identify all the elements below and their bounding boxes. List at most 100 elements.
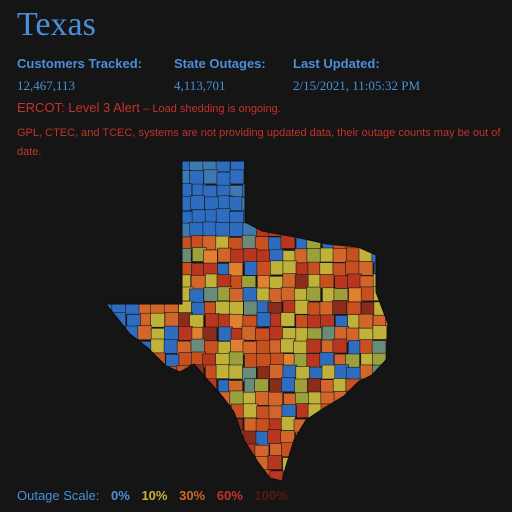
county-tile[interactable] (254, 171, 270, 186)
county-tile[interactable] (191, 403, 206, 418)
county-tile[interactable] (150, 170, 165, 185)
county-tile[interactable] (294, 482, 308, 496)
county-tile[interactable] (217, 418, 233, 434)
county-tile[interactable] (308, 171, 324, 187)
county-tile[interactable] (346, 327, 361, 343)
county-tile[interactable] (138, 418, 154, 434)
county-tile[interactable] (256, 312, 272, 327)
county-tile[interactable] (295, 209, 310, 225)
county-tile[interactable] (348, 287, 363, 303)
county-tile[interactable] (281, 195, 297, 211)
county-tile[interactable] (151, 288, 167, 304)
county-tile[interactable] (373, 197, 388, 212)
county-tile[interactable] (293, 169, 309, 184)
county-tile[interactable] (191, 301, 206, 317)
county-tile[interactable] (99, 455, 114, 471)
county-tile[interactable] (203, 287, 219, 302)
county-tile[interactable] (164, 391, 180, 407)
county-tile[interactable] (124, 416, 139, 432)
county-tile[interactable] (319, 247, 335, 263)
county-tile[interactable] (269, 260, 285, 276)
county-tile[interactable] (150, 392, 166, 407)
county-tile[interactable] (385, 483, 399, 497)
county-tile[interactable] (124, 159, 139, 174)
county-tile[interactable] (361, 482, 375, 496)
county-tile[interactable] (359, 379, 375, 394)
county-tile[interactable] (138, 274, 153, 290)
county-tile[interactable] (204, 340, 219, 356)
county-tile[interactable] (228, 262, 244, 277)
county-tile[interactable] (372, 418, 388, 434)
county-tile[interactable] (152, 236, 168, 251)
county-tile[interactable] (308, 197, 324, 213)
county-tile[interactable] (126, 379, 141, 394)
county-tile[interactable] (164, 312, 180, 327)
county-tile[interactable] (231, 444, 246, 459)
county-tile[interactable] (163, 222, 178, 237)
county-tile[interactable] (281, 377, 296, 393)
county-tile[interactable] (333, 456, 348, 471)
county-tile[interactable] (319, 352, 335, 367)
county-tile[interactable] (100, 338, 115, 354)
county-tile[interactable] (256, 405, 271, 421)
county-tile[interactable] (113, 419, 129, 434)
county-tile[interactable] (113, 327, 129, 343)
county-tile[interactable] (202, 378, 217, 394)
county-tile[interactable] (205, 313, 220, 328)
county-tile[interactable] (372, 183, 388, 198)
county-tile[interactable] (319, 210, 334, 225)
county-tile[interactable] (229, 169, 245, 185)
county-tile[interactable] (306, 377, 322, 393)
county-tile[interactable] (165, 262, 181, 277)
county-tile[interactable] (293, 444, 309, 459)
county-tile[interactable] (347, 221, 363, 236)
county-tile[interactable] (254, 196, 269, 212)
county-tile[interactable] (346, 159, 362, 173)
county-tile[interactable] (138, 182, 153, 197)
county-tile[interactable] (293, 340, 309, 356)
county-tile[interactable] (281, 442, 296, 458)
county-tile[interactable] (256, 275, 272, 290)
county-tile[interactable] (215, 222, 231, 237)
county-tile[interactable] (319, 416, 335, 432)
county-tile[interactable] (164, 468, 180, 483)
county-tile[interactable] (358, 313, 374, 329)
county-tile[interactable] (280, 312, 296, 327)
county-tile[interactable] (163, 159, 179, 173)
county-tile[interactable] (111, 340, 127, 356)
county-tile[interactable] (202, 221, 218, 237)
county-tile[interactable] (216, 444, 232, 460)
county-tile[interactable] (229, 469, 245, 484)
county-tile[interactable] (163, 170, 179, 185)
county-tile[interactable] (124, 468, 140, 483)
county-tile[interactable] (256, 184, 272, 200)
county-tile[interactable] (307, 158, 323, 172)
county-tile[interactable] (150, 468, 166, 483)
county-tile[interactable] (306, 338, 322, 354)
county-tile[interactable] (319, 301, 335, 317)
county-tile[interactable] (332, 417, 347, 433)
county-tile[interactable] (293, 418, 309, 434)
county-tile[interactable] (294, 184, 310, 199)
county-tile[interactable] (150, 338, 166, 354)
county-tile[interactable] (163, 299, 179, 315)
county-tile[interactable] (385, 302, 400, 317)
county-tile[interactable] (176, 248, 192, 263)
county-tile[interactable] (372, 393, 388, 408)
county-tile[interactable] (100, 431, 114, 447)
county-tile[interactable] (127, 172, 142, 187)
county-tile[interactable] (139, 352, 155, 368)
county-tile[interactable] (203, 444, 218, 460)
county-tile[interactable] (101, 263, 116, 278)
county-tile[interactable] (152, 262, 167, 277)
county-tile[interactable] (306, 456, 321, 472)
county-tile[interactable] (256, 339, 271, 355)
county-tile[interactable] (215, 364, 231, 380)
county-tile[interactable] (385, 222, 400, 238)
county-tile[interactable] (126, 261, 142, 277)
county-tile[interactable] (177, 429, 193, 445)
county-tile[interactable] (346, 482, 360, 496)
county-tile[interactable] (189, 288, 204, 304)
county-tile[interactable] (139, 223, 154, 238)
county-tile[interactable] (254, 378, 269, 394)
